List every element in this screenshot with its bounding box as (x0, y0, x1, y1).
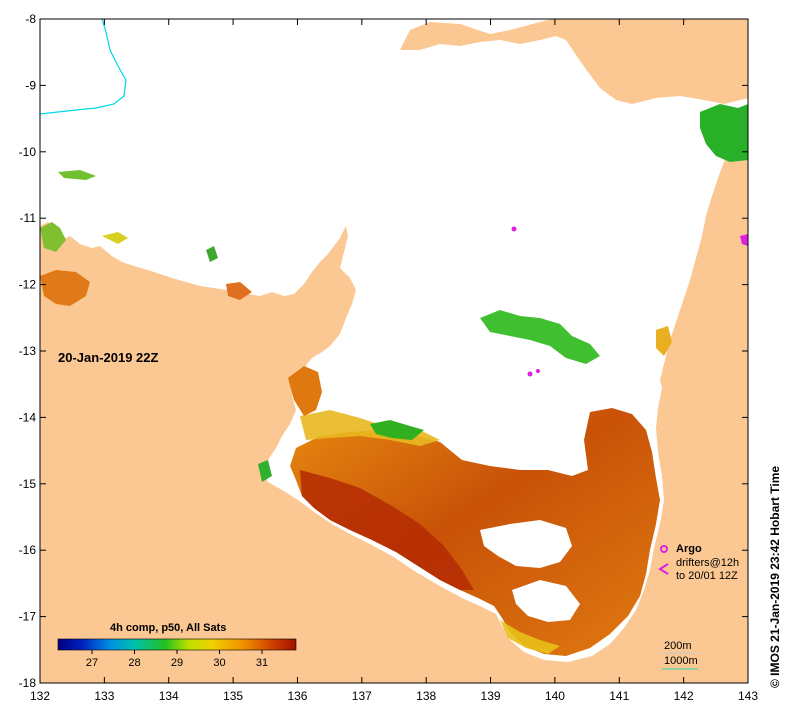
land-cape-york (660, 146, 748, 440)
colorbar: 4h comp, p50, All Sats 27 28 29 30 31 (57, 622, 297, 669)
sst-small-green-2 (206, 246, 218, 262)
sst-cape-patch (656, 326, 672, 356)
y-tick-label: -13 (19, 344, 37, 358)
argo-float-2 (527, 371, 533, 377)
contour-legend: 200m 1000m (662, 640, 698, 670)
sst-green-center (480, 310, 600, 364)
x-tick-label: 138 (416, 689, 436, 703)
y-tick-label: -10 (19, 145, 37, 159)
sst-small-magenta (740, 234, 748, 246)
sst-south-fringe (500, 620, 560, 654)
sst-green-ne (700, 104, 748, 162)
contour-200-label: 200m (664, 640, 692, 652)
sst-small-green-1 (58, 170, 96, 180)
colorbar-title: 4h comp, p50, All Sats (110, 622, 226, 634)
contour-1000-label: 1000m (664, 655, 698, 667)
sst-west-green (40, 222, 66, 252)
sst-small-yellow-1 (102, 232, 128, 244)
x-tick-label: 141 (609, 689, 629, 703)
sst-west-bay (288, 366, 322, 416)
credit-text: © IMOS 21-Jan-2019 23:42 Hobart Time (768, 466, 782, 688)
argo-legend-icon (660, 545, 668, 553)
drifter-legend-line2: to 20/01 12Z (676, 570, 738, 582)
x-tick-label: 142 (674, 689, 694, 703)
y-tick-label: -8 (25, 12, 36, 26)
x-tick-label: 137 (352, 689, 372, 703)
x-tick-label: 132 (30, 689, 50, 703)
sst-west-orange (40, 270, 90, 306)
sst-small-green-3 (258, 460, 272, 482)
argo-float-3 (536, 369, 540, 373)
land-northern-territory (40, 126, 748, 683)
colorbar-tick-label: 28 (128, 657, 140, 669)
y-tick-label: -18 (19, 676, 37, 690)
argo-legend-label: Argo (676, 543, 702, 555)
argo-markers (511, 226, 540, 377)
x-tick-label: 140 (545, 689, 565, 703)
colorbar-tick-label: 29 (171, 657, 183, 669)
x-axis: 132 133 134 135 136 137 138 139 140 141 142 143 (30, 19, 758, 703)
colorbar-tick-label: 30 (213, 657, 225, 669)
x-tick-label: 133 (94, 689, 114, 703)
drifter-legend: Argo drifters@12h to 20/01 12Z (658, 543, 739, 582)
x-tick-label: 135 (223, 689, 243, 703)
colorbar-ramp (57, 638, 297, 651)
x-tick-label: 143 (738, 689, 758, 703)
x-tick-label: 134 (159, 689, 179, 703)
argo-float-1 (511, 226, 517, 232)
y-tick-label: -15 (19, 477, 37, 491)
colorbar-tick-label: 31 (256, 657, 268, 669)
cloud-gap-2 (512, 580, 580, 622)
x-tick-label: 136 (287, 689, 307, 703)
x-tick-label: 139 (481, 689, 501, 703)
y-tick-label: -12 (19, 278, 37, 292)
cloud-gap-1 (480, 520, 572, 568)
sst-hot-band (300, 470, 474, 590)
drifter-legend-line1: drifters@12h (676, 557, 739, 569)
y-tick-label: -17 (19, 610, 37, 624)
river-line (40, 19, 127, 115)
colorbar-tick-label: 27 (86, 657, 98, 669)
y-tick-label: -11 (20, 211, 37, 225)
y-tick-label: -9 (25, 78, 36, 92)
sst-green-north (370, 420, 424, 440)
colorbar-ticks: 27 28 29 30 31 (86, 650, 268, 669)
y-axis: -8 -9 -10 -11 -12 -13 -14 -15 -16 -17 -18 (19, 12, 748, 690)
drifter-legend-icon (658, 563, 669, 575)
y-tick-label: -16 (19, 543, 37, 557)
y-tick-label: -14 (19, 410, 37, 424)
map-date-label: 20-Jan-2019 22Z (58, 350, 159, 365)
sst-small-orange-2 (226, 282, 252, 300)
land-new-guinea (400, 19, 748, 104)
